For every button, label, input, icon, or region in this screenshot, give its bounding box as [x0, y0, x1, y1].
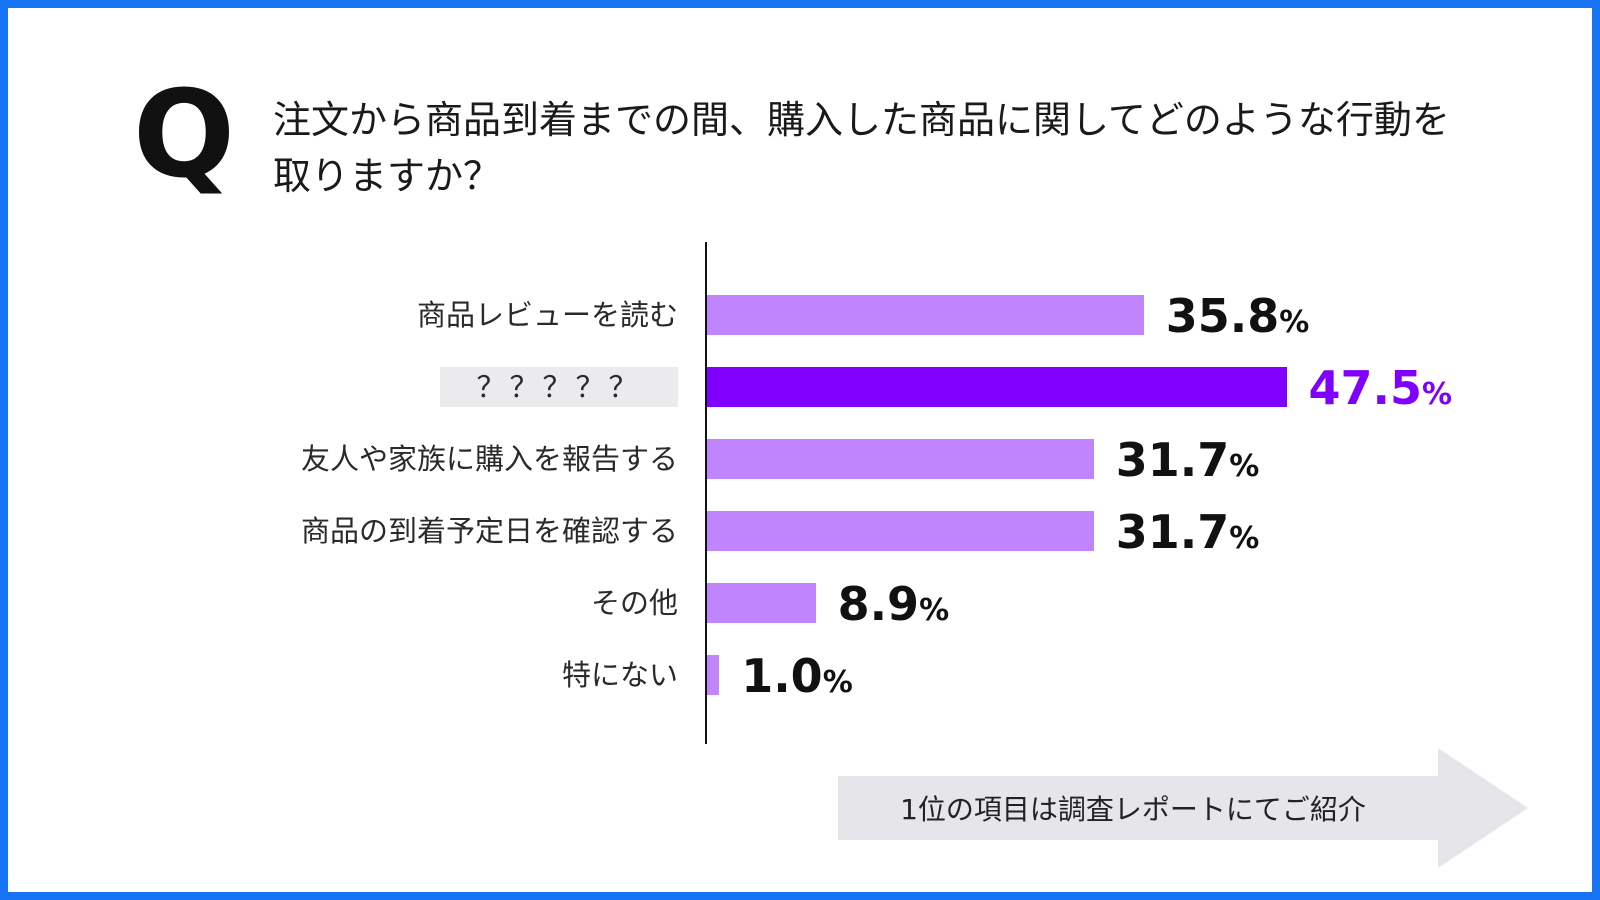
category-label: その他 — [590, 586, 678, 620]
data-label-unit: % — [1422, 377, 1453, 412]
data-label-unit: % — [822, 665, 853, 700]
question-mark-letter: Q — [133, 66, 236, 205]
category-label: 友人や家族に購入を報告する — [300, 442, 678, 476]
category-label: 特にない — [561, 658, 678, 692]
callout-text: 1位の項目は調査レポートにてご紹介 — [900, 793, 1366, 826]
callout-arrow-icon — [838, 748, 1528, 868]
data-label-value: 35.8 — [1165, 289, 1280, 343]
bar — [707, 295, 1144, 335]
data-label: 47.5% — [1309, 363, 1453, 413]
category-label: 商品レビューを読む — [416, 298, 678, 332]
data-label-value: 1.0 — [741, 649, 823, 703]
bar — [707, 655, 720, 695]
data-label-value: 8.9 — [837, 577, 920, 631]
data-label-unit: % — [1229, 449, 1260, 484]
category-label: ？？？？？ — [440, 367, 678, 407]
data-label-value: 31.7 — [1115, 505, 1230, 559]
bar — [707, 367, 1287, 407]
bar — [707, 583, 816, 623]
data-label-unit: % — [1229, 521, 1260, 556]
bar — [707, 439, 1094, 479]
chart-axis-line — [705, 242, 707, 744]
data-label: 1.0% — [741, 651, 853, 701]
data-label: 8.9% — [838, 579, 950, 629]
data-label-unit: % — [1279, 305, 1310, 340]
category-label: 商品の到着予定日を確認する — [300, 514, 678, 548]
bar — [707, 511, 1094, 551]
question-text: 注文から商品到着までの間、購入した商品に関してどのような行動を取りますか？ — [273, 98, 1450, 198]
data-label: 35.8% — [1166, 291, 1310, 341]
data-label-unit: % — [919, 593, 950, 628]
data-label: 31.7% — [1116, 435, 1260, 485]
data-label-value: 47.5 — [1308, 361, 1423, 415]
data-label-value: 31.7 — [1115, 433, 1230, 487]
data-label: 31.7% — [1116, 507, 1260, 557]
